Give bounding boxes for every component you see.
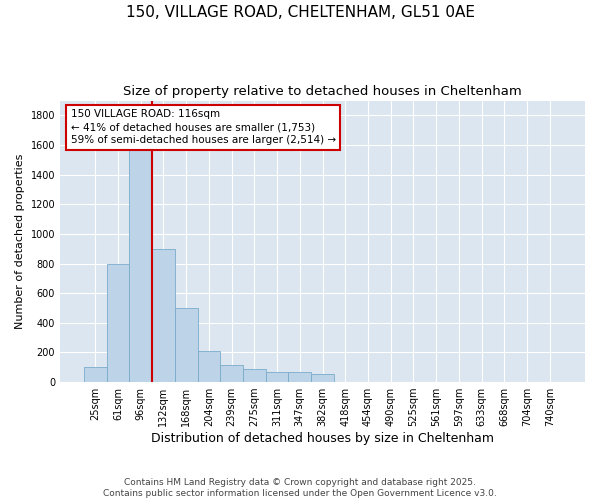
Title: Size of property relative to detached houses in Cheltenham: Size of property relative to detached ho…	[123, 85, 522, 98]
Text: Contains HM Land Registry data © Crown copyright and database right 2025.
Contai: Contains HM Land Registry data © Crown c…	[103, 478, 497, 498]
Text: 150, VILLAGE ROAD, CHELTENHAM, GL51 0AE: 150, VILLAGE ROAD, CHELTENHAM, GL51 0AE	[125, 5, 475, 20]
Bar	[84, 368, 107, 382]
Bar	[220, 365, 243, 382]
Text: 150 VILLAGE ROAD: 116sqm
← 41% of detached houses are smaller (1,753)
59% of sem: 150 VILLAGE ROAD: 116sqm ← 41% of detach…	[71, 109, 335, 146]
Bar	[130, 138, 152, 382]
Bar	[197, 351, 220, 382]
Bar	[266, 372, 289, 382]
Bar	[311, 374, 334, 382]
Y-axis label: Number of detached properties: Number of detached properties	[15, 154, 25, 329]
Bar	[175, 308, 197, 382]
Bar	[243, 370, 266, 382]
Bar	[107, 264, 130, 382]
X-axis label: Distribution of detached houses by size in Cheltenham: Distribution of detached houses by size …	[151, 432, 494, 445]
Bar	[289, 372, 311, 382]
Bar	[152, 248, 175, 382]
